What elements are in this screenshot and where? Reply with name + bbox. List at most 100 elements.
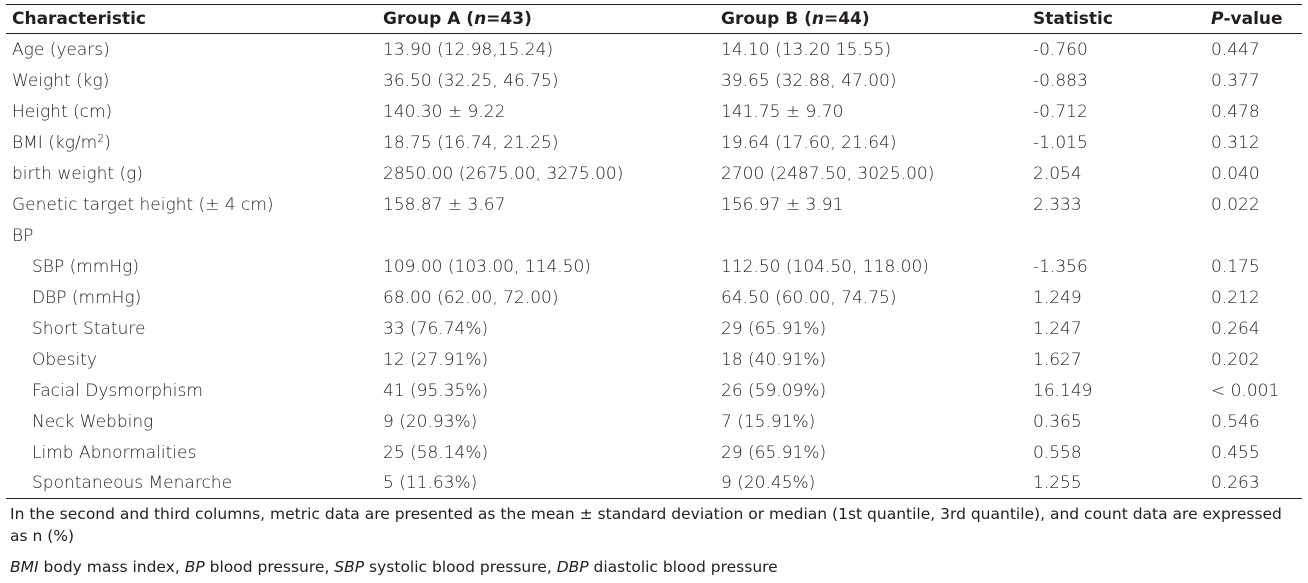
- p-value: 0.175: [1211, 256, 1260, 277]
- group-a-value: 25 (58.14%): [383, 442, 489, 463]
- group-a-value: 13.90 (12.98,15.24): [383, 39, 554, 60]
- abbr-term: SBP: [334, 558, 365, 576]
- group-b-value: [715, 220, 1027, 251]
- p-value: 0.022: [1211, 194, 1260, 215]
- table-footnotes: In the second and third columns, metric …: [6, 503, 1302, 578]
- header-p-value: P-value: [1205, 5, 1302, 34]
- table-row: Short Stature 33 (76.74%) 29 (65.91%) 1.…: [6, 313, 1302, 344]
- footnote-abbreviations: BMI body mass index, BP blood pressure, …: [10, 556, 1302, 578]
- group-b-value: 112.50 (104.50, 118.00): [721, 256, 929, 277]
- statistic-value: 16.149: [1033, 380, 1093, 401]
- group-b-value: 14.10 (13.20 15.55): [721, 39, 892, 60]
- group-b-value: 156.97 ± 3.91: [721, 194, 844, 215]
- statistic-value: 1.249: [1033, 287, 1082, 308]
- header-statistic: Statistic: [1027, 5, 1205, 34]
- statistic-value: 0.558: [1033, 442, 1082, 463]
- table-row: Obesity 12 (27.91%) 18 (40.91%) 1.627 0.…: [6, 344, 1302, 375]
- statistic-value: 1.247: [1033, 318, 1082, 339]
- row-label: Age (years): [12, 39, 110, 60]
- abbr-term: DBP: [556, 558, 589, 576]
- row-label: Weight (kg): [12, 70, 110, 91]
- statistic-value: 2.054: [1033, 163, 1082, 184]
- table-row: Height (cm) 140.30 ± 9.22 141.75 ± 9.70 …: [6, 96, 1302, 127]
- group-b-value: 29 (65.91%): [721, 442, 827, 463]
- p-value: 0.263: [1205, 468, 1302, 499]
- group-a-value: 36.50 (32.25, 46.75): [383, 70, 559, 91]
- group-b-value: 26 (59.09%): [721, 380, 827, 401]
- group-a-value: 68.00 (62.00, 72.00): [383, 287, 559, 308]
- table-row: Limb Abnormalities 25 (58.14%) 29 (65.91…: [6, 437, 1302, 468]
- statistic-value: 2.333: [1033, 194, 1082, 215]
- row-label: Obesity: [32, 349, 97, 370]
- p-value: 0.546: [1211, 411, 1260, 432]
- group-a-value: 41 (95.35%): [383, 380, 489, 401]
- group-a-value: 2850.00 (2675.00, 3275.00): [383, 163, 624, 184]
- group-b-value: 39.65 (32.88, 47.00): [721, 70, 897, 91]
- header-group-a: Group A (n=43): [377, 5, 715, 34]
- row-label: Facial Dysmorphism: [32, 380, 203, 401]
- p-value: 0.447: [1211, 39, 1260, 60]
- table-row-group-header: BP: [6, 220, 1302, 251]
- group-b-value: 141.75 ± 9.70: [721, 101, 844, 122]
- group-b-value: 29 (65.91%): [721, 318, 827, 339]
- p-value: 0.264: [1211, 318, 1260, 339]
- top-rule: [6, 4, 1302, 5]
- group-b-value: 19.64 (17.60, 21.64): [721, 132, 897, 153]
- table-row: Facial Dysmorphism 41 (95.35%) 26 (59.09…: [6, 375, 1302, 406]
- group-b-value: 7 (15.91%): [721, 411, 816, 432]
- table-row: DBP (mmHg) 68.00 (62.00, 72.00) 64.50 (6…: [6, 282, 1302, 313]
- row-label: Height (cm): [12, 101, 113, 122]
- group-a-value: 33 (76.74%): [383, 318, 489, 339]
- row-label: SBP (mmHg): [32, 256, 139, 277]
- group-b-value: 18 (40.91%): [721, 349, 827, 370]
- statistic-value: 0.365: [1033, 411, 1082, 432]
- group-b-value: 9 (20.45%): [715, 468, 1027, 499]
- table-row: SBP (mmHg) 109.00 (103.00, 114.50) 112.5…: [6, 251, 1302, 282]
- p-value: < 0.001: [1211, 380, 1280, 401]
- group-a-value: 158.87 ± 3.67: [383, 194, 506, 215]
- statistic-value: -0.760: [1033, 39, 1088, 60]
- abbr-definition: diastolic blood pressure: [588, 558, 778, 576]
- table-container: Characteristic Group A (n=43) Group B (n…: [6, 0, 1302, 578]
- table-row: Weight (kg) 36.50 (32.25, 46.75) 39.65 (…: [6, 65, 1302, 96]
- p-value: 0.312: [1211, 132, 1260, 153]
- table-row: BMI (kg/m2) 18.75 (16.74, 21.25) 19.64 (…: [6, 127, 1302, 158]
- table-row: Neck Webbing 9 (20.93%) 7 (15.91%) 0.365…: [6, 406, 1302, 437]
- row-label: Genetic target height (± 4 cm): [12, 194, 274, 215]
- group-a-value: 12 (27.91%): [383, 349, 489, 370]
- abbr-term: BP: [184, 558, 205, 576]
- p-value: 0.212: [1211, 287, 1260, 308]
- group-b-value: 2700 (2487.50, 3025.00): [721, 163, 935, 184]
- table-row: Age (years) 13.90 (12.98,15.24) 14.10 (1…: [6, 34, 1302, 66]
- table-row: Spontaneous Menarche 5 (11.63%) 9 (20.45…: [6, 468, 1302, 499]
- row-label: Short Stature: [32, 318, 146, 339]
- group-a-value: 140.30 ± 9.22: [383, 101, 506, 122]
- header-characteristic: Characteristic: [6, 5, 377, 34]
- row-label: DBP (mmHg): [32, 287, 142, 308]
- group-a-value: 109.00 (103.00, 114.50): [383, 256, 591, 277]
- group-a-value: [377, 220, 715, 251]
- statistic-value: -1.015: [1033, 132, 1088, 153]
- group-a-value: 5 (11.63%): [377, 468, 715, 499]
- group-a-value: 18.75 (16.74, 21.25): [383, 132, 559, 153]
- p-value: [1205, 220, 1302, 251]
- statistic-value: -1.356: [1033, 256, 1088, 277]
- row-label: Spontaneous Menarche: [6, 468, 377, 499]
- abbr-definition: body mass index,: [38, 558, 185, 576]
- p-value: 0.377: [1211, 70, 1260, 91]
- header-group-b: Group B (n=44): [715, 5, 1027, 34]
- abbr-term: BMI: [10, 558, 39, 576]
- abbr-definition: blood pressure,: [204, 558, 335, 576]
- row-label: BP: [12, 225, 34, 246]
- abbr-definition: systolic blood pressure,: [364, 558, 557, 576]
- statistic-value: -0.883: [1033, 70, 1088, 91]
- p-value: 0.202: [1211, 349, 1260, 370]
- table-row: birth weight (g) 2850.00 (2675.00, 3275.…: [6, 158, 1302, 189]
- characteristics-table: Characteristic Group A (n=43) Group B (n…: [6, 5, 1302, 499]
- table-row: Genetic target height (± 4 cm) 158.87 ± …: [6, 189, 1302, 220]
- statistic-value: -0.712: [1033, 101, 1088, 122]
- footnote-data-presentation: In the second and third columns, metric …: [10, 505, 1282, 545]
- row-label: birth weight (g): [12, 163, 143, 184]
- row-label: Limb Abnormalities: [32, 442, 197, 463]
- row-label: Neck Webbing: [32, 411, 154, 432]
